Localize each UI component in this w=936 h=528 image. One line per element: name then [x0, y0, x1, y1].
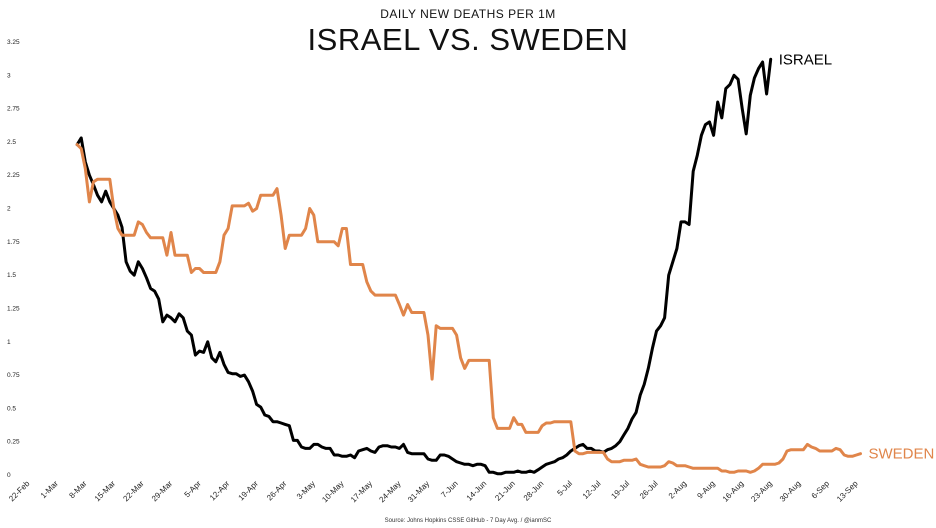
- y-tick-label: 2.75: [7, 106, 20, 113]
- x-tick-label: 9-Aug: [695, 479, 716, 500]
- x-tick-label: 17-May: [349, 479, 374, 504]
- chart-title: ISRAEL VS. SWEDEN: [307, 22, 629, 57]
- x-tick-label: 1-Mar: [39, 479, 60, 500]
- y-tick-label: 3: [7, 72, 11, 79]
- x-tick-label: 5-Apr: [183, 479, 203, 499]
- x-tick-label: 5-Jul: [555, 479, 574, 498]
- x-tick-label: 22-Mar: [121, 479, 146, 504]
- y-axis: 0 0.25 0.5 0.75 1 1.25 1.5 1.75 2 2.25 2.5 2.75 3 3.2…: [7, 39, 20, 479]
- y-tick-label: 2.5: [7, 139, 16, 146]
- x-tick-label: 6-Sep: [810, 479, 832, 501]
- chart-source: Source: Johns Hopkins CSSE GitHub - 7 Da…: [384, 518, 552, 524]
- x-tick-label: 29-Mar: [150, 479, 175, 504]
- x-tick-label: 26-Apr: [265, 479, 289, 503]
- series-layer: [75, 57, 862, 476]
- chart-subtitle: DAILY NEW DEATHS PER 1M: [380, 7, 556, 21]
- y-tick-label: 0.5: [7, 405, 16, 412]
- y-tick-label: 2.25: [7, 172, 20, 179]
- y-tick-label: 1.25: [7, 305, 20, 312]
- x-tick-label: 30-Aug: [778, 479, 803, 504]
- x-axis: 22-Feb 1-Mar 8-Mar 15-Mar 22-Mar 29-Mar 5-Apr 1…: [7, 479, 860, 505]
- x-tick-label: 14-Jun: [465, 479, 489, 503]
- x-tick-label: 31-May: [406, 479, 431, 504]
- x-tick-label: 13-Sep: [835, 479, 860, 504]
- x-tick-label: 3-May: [295, 479, 317, 501]
- x-tick-label: 21-Jun: [493, 479, 517, 503]
- x-tick-label: 10-May: [320, 479, 345, 504]
- series-line-israel: [75, 57, 773, 476]
- x-tick-label: 12-Jul: [581, 479, 603, 501]
- series-labels: ISRAEL SWEDEN: [779, 51, 935, 462]
- x-tick-label: 19-Jul: [609, 479, 631, 501]
- series-label-sweden: SWEDEN: [868, 446, 934, 463]
- x-tick-label: 8-Mar: [67, 479, 88, 500]
- y-tick-label: 0: [7, 472, 11, 479]
- x-tick-label: 19-Apr: [237, 479, 261, 503]
- x-tick-label: 28-Jun: [522, 479, 546, 503]
- x-tick-label: 7-Jun: [439, 479, 460, 500]
- x-tick-label: 22-Feb: [7, 479, 32, 504]
- series-label-israel: ISRAEL: [779, 51, 832, 68]
- x-tick-label: 16-Aug: [721, 479, 746, 504]
- y-tick-label: 1: [7, 339, 11, 346]
- x-tick-label: 15-Mar: [93, 479, 118, 504]
- x-tick-label: 24-May: [377, 479, 402, 504]
- x-tick-label: 26-Jul: [638, 479, 660, 501]
- y-tick-label: 0.75: [7, 372, 20, 379]
- y-tick-label: 0.25: [7, 439, 20, 446]
- y-tick-label: 1.5: [7, 272, 16, 279]
- y-tick-label: 2: [7, 206, 11, 213]
- series-line-sweden: [75, 143, 862, 474]
- x-tick-label: 12-Apr: [208, 479, 232, 503]
- y-tick-label: 1.75: [7, 239, 20, 246]
- x-tick-label: 2-Aug: [667, 479, 688, 500]
- x-tick-label: 23-Aug: [749, 479, 774, 504]
- y-tick-label: 3.25: [7, 39, 20, 46]
